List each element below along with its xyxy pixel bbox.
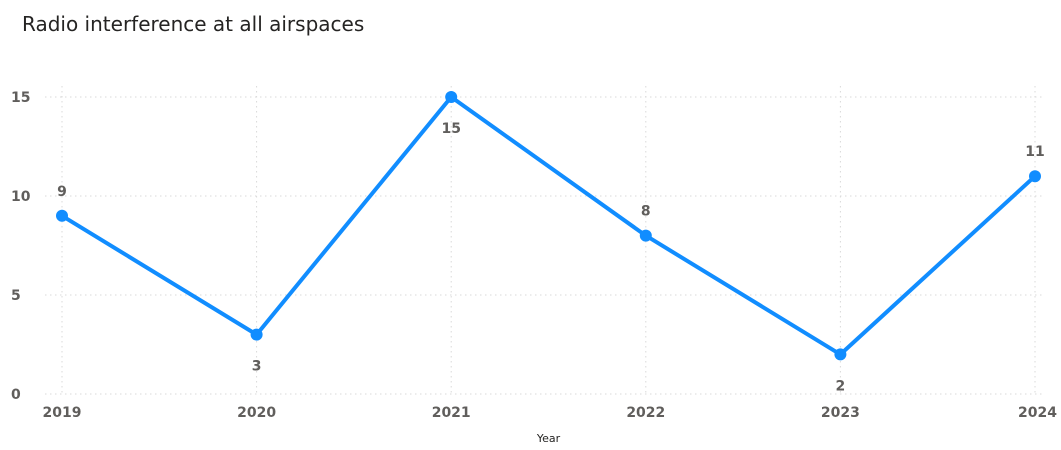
x-tick-label: 2024 [1018,405,1057,421]
data-label: 2 [836,378,846,394]
data-label: 11 [1025,144,1044,160]
data-label: 3 [252,359,262,375]
gridlines [45,86,1045,395]
series-line [60,95,1037,357]
data-label: 15 [441,121,460,137]
data-labels: 9 3 15 8 2 11 [57,121,1045,394]
y-axis-ticks: 0 5 10 15 [11,90,31,403]
data-point[interactable] [1029,170,1041,183]
x-tick-label: 2020 [237,405,276,421]
data-point[interactable] [834,348,847,361]
x-axis-title: Year [536,432,561,445]
data-point[interactable] [250,328,263,341]
x-axis-ticks: 2019 2020 2021 2022 2023 2024 [43,405,1058,421]
x-tick-label: 2023 [821,405,860,421]
y-tick-label: 5 [11,288,21,304]
x-tick-label: 2021 [432,405,471,421]
data-point[interactable] [639,229,652,242]
data-label: 9 [57,184,67,200]
y-tick-label: 0 [11,387,21,403]
series-group [56,91,1041,361]
chart-title: Radio interference at all airspaces [22,12,365,36]
data-point[interactable] [445,91,458,103]
data-label: 8 [641,204,651,220]
y-tick-label: 15 [11,90,30,106]
y-tick-label: 10 [11,189,31,205]
data-point[interactable] [56,209,68,222]
x-tick-label: 2022 [626,405,665,421]
x-tick-label: 2019 [43,405,82,421]
